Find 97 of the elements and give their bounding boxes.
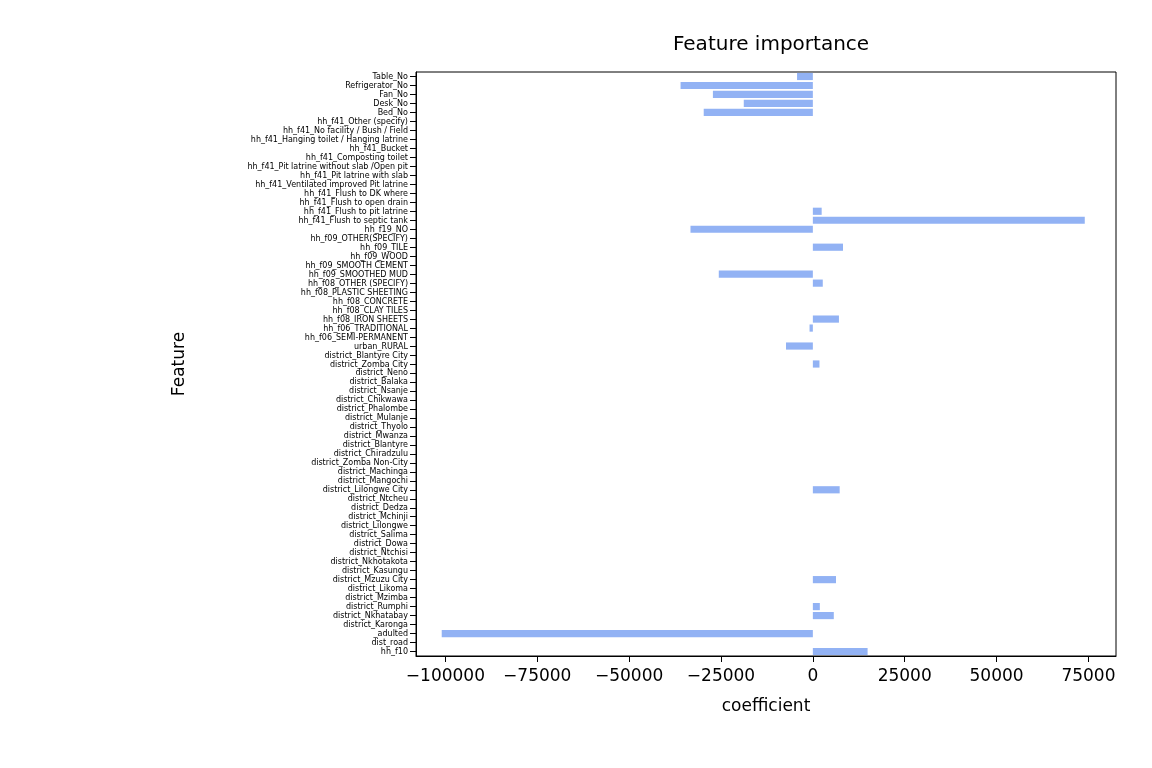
bar (812, 486, 840, 494)
y-tick-label: Table_No (371, 71, 409, 81)
y-tick-label: hh_f09_TILE (360, 242, 408, 252)
y-tick-label: hh_f41_Other (specify) (317, 116, 408, 126)
x-tick-label: −75000 (503, 664, 572, 685)
x-tick-label: −100000 (405, 664, 485, 685)
bar (680, 81, 813, 90)
y-tick-label: district_Dedza (351, 503, 409, 513)
bar (441, 629, 813, 638)
y-tick-label: district_Lilongwe (340, 521, 409, 531)
y-tick-label: hh_f08_CONCRETE (332, 296, 408, 306)
y-tick-label: hh_f41_Flush to DK where (304, 188, 409, 198)
y-tick-label: Desk_No (373, 98, 409, 108)
x-tick-label: 50000 (969, 664, 1024, 685)
y-tick-label: hh_f41_Pit latrine without slab /Open pit (247, 161, 408, 171)
y-tick-label: district_Salima (349, 530, 409, 540)
y-tick-label: district_Likoma (347, 584, 409, 594)
bar (812, 279, 823, 287)
x-tick-label: −50000 (594, 664, 664, 685)
bar (812, 216, 1085, 224)
y-tick-label: district_Ntcheu (347, 494, 408, 504)
y-tick-label: hh_f41_Hanging toilet / Hanging latrine (250, 134, 409, 144)
x-tick-label: 25000 (877, 664, 932, 685)
y-tick-label: district_Ntchisi (349, 548, 408, 558)
bar (809, 324, 813, 332)
y-tick-label: district_Mwanza (343, 431, 409, 441)
bar (812, 576, 836, 584)
y-tick-label: district_Nkhatabay (333, 611, 409, 621)
y-tick-label: hh_f41_Flush to pit latrine (303, 206, 409, 216)
bar (812, 611, 834, 620)
y-tick-label: district_Balaka (349, 377, 409, 387)
x-axis-title: coefficient (721, 694, 811, 715)
y-tick-label: district_Chikwawa (335, 395, 409, 405)
bar (703, 108, 813, 117)
y-tick-label: hh_f10 (380, 647, 408, 657)
y-tick-label: district_Mangochi (337, 476, 408, 486)
y-tick-label: district_Lilongwe City (322, 485, 409, 495)
y-tick-label: _adulted (372, 629, 408, 639)
y-tick-label: district_Nkhotakota (330, 557, 409, 567)
bar (812, 315, 839, 323)
bar (812, 360, 820, 368)
y-tick-label: hh_f09_SMOOTH CEMENT (305, 260, 409, 270)
y-tick-label: district_Mzuzu City (332, 575, 409, 585)
y-tick-label: district_Zomba City (329, 359, 409, 369)
bar (786, 342, 813, 350)
y-tick-label: hh_f06_SEMI-PERMANENT (304, 332, 409, 342)
y-tick-label: hh_f09_OTHER(SPECIFY) (310, 233, 408, 243)
y-tick-label: Fan_No (379, 89, 409, 99)
y-axis-title: Feature (167, 331, 188, 397)
y-tick-label: hh_f06_TRADITIONAL (323, 323, 409, 333)
bar (812, 207, 822, 215)
y-tick-label: hh_f41_Flush to septic tank (298, 215, 409, 225)
chart-title: Feature importance (672, 31, 870, 55)
y-tick-label: Bed_No (377, 107, 409, 117)
y-tick-label: district_Thyolo (349, 422, 409, 432)
y-tick-label: urban_RURAL (354, 341, 409, 351)
y-tick-label: district_Karonga (343, 620, 409, 630)
y-tick-label: dist_road (371, 638, 408, 648)
y-tick-label: district_Neno (355, 368, 409, 378)
y-tick-label: hh_f41_Pit latrine with slab (300, 170, 408, 180)
x-tick-label: 75000 (1061, 664, 1116, 685)
bar (797, 72, 813, 81)
y-tick-label: hh_f19_NO (364, 224, 408, 234)
y-tick-label: hh_f41_Ventilated improved Pit latrine (255, 179, 409, 189)
y-tick-label: hh_f08_OTHER (SPECIFY) (307, 278, 408, 288)
y-tick-label: hh_f08_CLAY TILES (332, 305, 408, 315)
y-tick-label: district_Blantyre City (324, 350, 409, 360)
y-tick-label: Refrigerator_No (345, 80, 409, 90)
y-tick-label: district_Blantyre (342, 440, 409, 450)
y-tick-label: district_Phalombe (336, 404, 409, 414)
bar (812, 602, 820, 611)
y-tick-label: hh_f09_SMOOTHED MUD (308, 269, 408, 279)
y-tick-label: district_Dowa (353, 539, 409, 549)
y-tick-label: district_Mzimba (345, 593, 409, 603)
y-tick-label: district_Mulanje (345, 413, 409, 423)
bar (812, 647, 868, 656)
y-tick-label: district_Mchinji (348, 512, 408, 522)
y-tick-label: district_Kasungu (341, 566, 408, 576)
x-tick-label: 0 (807, 664, 819, 685)
bar (812, 243, 843, 251)
y-tick-label: hh_f41_Flush to open drain (299, 197, 408, 207)
y-tick-label: district_Nsanje (349, 386, 409, 396)
bar (712, 90, 813, 99)
y-tick-label: hh_f41_Bucket (349, 143, 408, 153)
y-tick-label: district_Chiradzulu (333, 449, 408, 459)
y-tick-label: district_Zomba Non-City (311, 458, 409, 468)
y-tick-label: district_Machinga (337, 467, 409, 477)
y-tick-label: hh_f08_IRON SHEETS (322, 314, 408, 324)
y-tick-label: hh_f08_PLASTIC SHEETING (300, 287, 408, 297)
y-tick-label: hh_f41_Composting toilet (305, 152, 408, 162)
y-tick-label: hh_f09_WOOD (350, 251, 408, 261)
bar (690, 225, 813, 233)
y-tick-label: hh_f41_No facility / Bush / Field (282, 125, 408, 135)
bar (718, 270, 813, 278)
x-tick-label: −25000 (686, 664, 756, 685)
y-tick-label: district_Rumphi (345, 602, 408, 612)
bar (743, 99, 813, 108)
